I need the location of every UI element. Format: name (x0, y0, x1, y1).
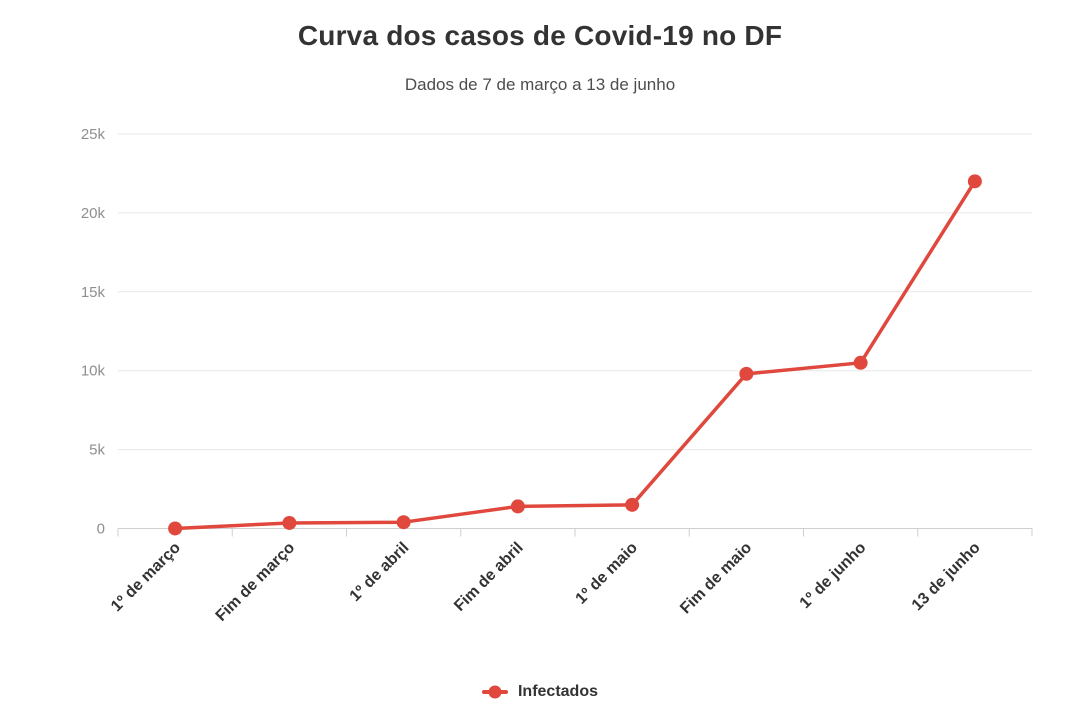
data-point[interactable] (510, 499, 525, 514)
y-tick-label: 10k (81, 363, 106, 380)
legend-item-infectados[interactable]: Infectados (481, 683, 598, 701)
x-tick-label: 1º de março (108, 539, 184, 615)
series-line (173, 179, 977, 531)
x-tick-label: 13 de junho (909, 539, 984, 614)
y-tick-label: 25k (81, 126, 106, 143)
x-tick-label: 1º de abril (347, 539, 413, 605)
legend-series-marker-icon (481, 690, 508, 694)
data-point[interactable] (625, 497, 640, 512)
y-tick-label: 15k (81, 284, 106, 301)
chart-subtitle: Dados de 7 de março a 13 de junho (404, 75, 676, 94)
data-point[interactable] (282, 515, 297, 530)
y-tick-label: 0 (97, 520, 105, 537)
data-point[interactable] (967, 174, 982, 189)
legend-series-label: Infectados (517, 683, 598, 700)
x-tick-label: 1º de maio (573, 539, 642, 608)
y-tick-label: 5k (89, 442, 105, 459)
y-tick-label: 20k (81, 205, 106, 222)
x-tick-label: Fim de maio (677, 539, 755, 617)
x-tick-label: 1º de junho (797, 539, 870, 612)
data-point[interactable] (853, 355, 868, 370)
x-tick-label: Fim de abril (451, 539, 527, 615)
chart-title: Curva dos casos de Covid-19 no DF (297, 20, 783, 51)
data-point[interactable] (168, 521, 183, 536)
chart-legend: Infectados (0, 683, 1080, 701)
data-point[interactable] (396, 515, 411, 530)
data-point[interactable] (739, 366, 754, 381)
x-tick-label: Fim de março (213, 539, 299, 625)
